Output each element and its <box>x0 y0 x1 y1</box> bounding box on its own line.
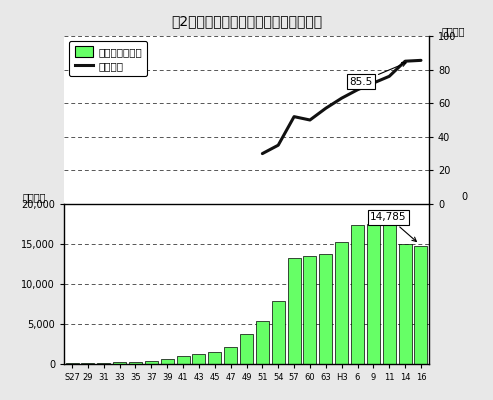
Bar <box>399 244 412 364</box>
Bar <box>240 334 253 364</box>
Bar <box>161 359 174 364</box>
Bar <box>176 356 189 364</box>
Bar <box>367 224 380 364</box>
Bar <box>97 363 110 364</box>
Bar <box>415 246 427 364</box>
Bar <box>351 225 364 364</box>
Text: （億円）: （億円） <box>22 192 46 202</box>
Bar <box>66 363 78 364</box>
Text: 14,785: 14,785 <box>370 212 417 242</box>
Bar <box>383 213 396 364</box>
Bar <box>113 362 126 364</box>
Text: （万㎡）: （万㎡） <box>442 26 465 36</box>
Bar <box>304 256 317 364</box>
Legend: 年間商品販売額, 売場面積: 年間商品販売額, 売場面積 <box>70 41 147 76</box>
Bar <box>224 347 237 364</box>
Bar <box>81 363 94 364</box>
Bar <box>287 258 301 364</box>
Bar <box>192 354 206 364</box>
Bar <box>335 242 348 364</box>
Text: 0: 0 <box>461 192 467 202</box>
Bar <box>129 362 142 364</box>
Bar <box>272 301 285 364</box>
Text: 図2　年間商品販売額と売場面積の推移: 図2 年間商品販売額と売場面積の推移 <box>171 14 322 28</box>
Text: 85.5: 85.5 <box>350 62 406 87</box>
Bar <box>208 352 221 364</box>
Bar <box>145 361 158 364</box>
Bar <box>256 321 269 364</box>
Bar <box>319 254 332 364</box>
